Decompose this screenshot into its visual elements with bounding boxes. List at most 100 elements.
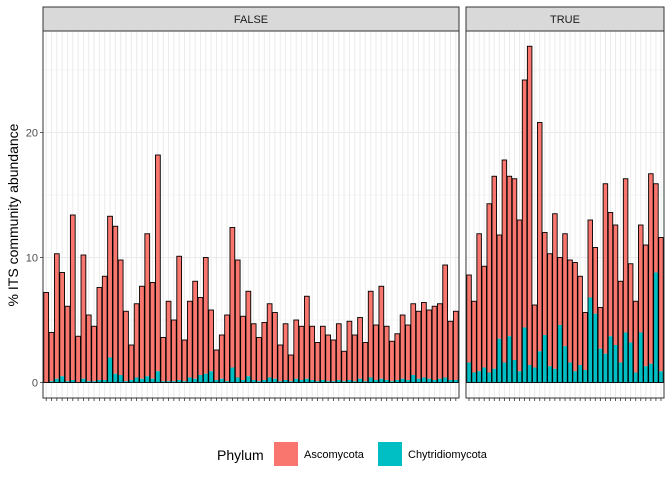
bar-outline [577, 275, 583, 383]
bar-outline [128, 344, 135, 383]
legend-key [378, 442, 402, 466]
bar-chytridiomycota [537, 351, 543, 383]
bar-ascomycota [357, 317, 363, 379]
bar-ascomycota [235, 260, 241, 378]
bar-outline [59, 272, 65, 383]
bar-ascomycota [251, 323, 257, 380]
bar-ascomycota [107, 216, 113, 358]
bar-outline [452, 310, 459, 383]
bar-outline [181, 339, 188, 383]
bar-ascomycota [512, 178, 517, 360]
panel-border [42, 30, 460, 399]
bar-ascomycota [352, 335, 358, 382]
bar-outline [293, 319, 300, 383]
bar-ascomycota [416, 311, 421, 379]
bar-outline [133, 303, 140, 383]
bar-chytridiomycota [587, 297, 593, 383]
bar-chytridiomycota [507, 336, 512, 383]
facet-strip-label: FALSE [234, 14, 268, 26]
bar-chytridiomycota [378, 378, 384, 383]
bar-chytridiomycota [182, 381, 187, 383]
bar-ascomycota [43, 292, 49, 383]
bar-chytridiomycota [582, 370, 588, 383]
facet-panel-true: TRUE [465, 6, 665, 401]
bar-chytridiomycota [577, 365, 583, 383]
bar-chytridiomycota [245, 376, 251, 383]
bar-ascomycota [144, 233, 150, 377]
bar-chytridiomycota [240, 380, 246, 383]
bar-outline [547, 253, 553, 383]
bar-outline [319, 325, 326, 383]
bar-ascomycota [582, 312, 588, 370]
bar-chytridiomycota [102, 380, 108, 383]
bar-ascomycota [331, 340, 336, 382]
bar-chytridiomycota [166, 381, 171, 383]
bar-chytridiomycota [426, 378, 432, 383]
bar-outline [192, 280, 198, 383]
bar-chytridiomycota [128, 380, 134, 383]
legend-item-chytridiomycota: Chytridiomycota [378, 442, 488, 466]
bar-chytridiomycota [336, 380, 342, 383]
bar-ascomycota [256, 337, 262, 382]
bar-chytridiomycota [304, 378, 310, 383]
bar-outline [341, 350, 347, 383]
bar-chytridiomycota [112, 373, 118, 383]
bar-outline [622, 178, 629, 383]
bar-ascomycota [618, 281, 623, 363]
bar-outline [43, 292, 50, 383]
bar-ascomycota [658, 237, 664, 372]
bar-ascomycota [320, 326, 326, 380]
bar-outline [447, 320, 454, 383]
bar-ascomycota [577, 276, 583, 365]
bar-outline [587, 219, 593, 383]
bar-outline [506, 175, 513, 383]
bar-chytridiomycota [648, 363, 654, 383]
bar-chytridiomycota [394, 380, 400, 383]
bar-outline [330, 339, 337, 383]
bar-outline [442, 264, 449, 383]
bar-chytridiomycota [432, 380, 437, 383]
bar-chytridiomycota [373, 380, 379, 383]
legend-label: Ascomycota [304, 449, 365, 461]
bar-ascomycota [394, 333, 400, 380]
bar-outline [597, 307, 604, 383]
bar-ascomycota [54, 253, 60, 379]
bar-outline [277, 344, 284, 383]
bar-chytridiomycota [86, 381, 92, 383]
bar-chytridiomycota [320, 380, 326, 383]
bar-outline [421, 302, 427, 383]
bar-ascomycota [219, 335, 225, 379]
bar-ascomycota [299, 326, 304, 380]
bar-ascomycota [466, 275, 472, 363]
bar-outline [394, 333, 401, 383]
bar-ascomycota [648, 173, 654, 364]
bar-chytridiomycota [331, 381, 336, 383]
bar-ascomycota [653, 183, 659, 273]
bar-chytridiomycota [299, 380, 304, 383]
bar-outline [176, 255, 183, 383]
bar-ascomycota [293, 320, 299, 379]
bar-chytridiomycota [598, 348, 603, 383]
facet-strip-label: TRUE [550, 14, 580, 26]
bar-chytridiomycota [150, 378, 155, 383]
bar-chytridiomycota [187, 377, 193, 383]
bar-outline [521, 79, 528, 383]
bar-chytridiomycota [658, 371, 664, 383]
bar-outline [240, 315, 246, 383]
bar-ascomycota [240, 316, 246, 380]
bar-chytridiomycota [362, 381, 368, 383]
bar-chytridiomycota [608, 336, 613, 383]
bars [43, 155, 459, 383]
bar-outlines [466, 45, 664, 383]
bar-outline [304, 295, 310, 383]
facet-strip [42, 6, 460, 32]
bar-chytridiomycota [567, 362, 573, 383]
y-axis-title: % ITS community abundance [5, 123, 21, 306]
bar-outline [658, 237, 664, 383]
bar-ascomycota [522, 80, 527, 328]
bar-chytridiomycota [410, 375, 416, 383]
bar-ascomycota [572, 262, 578, 372]
bar-chytridiomycota [251, 380, 257, 383]
bar-outline [282, 323, 289, 383]
